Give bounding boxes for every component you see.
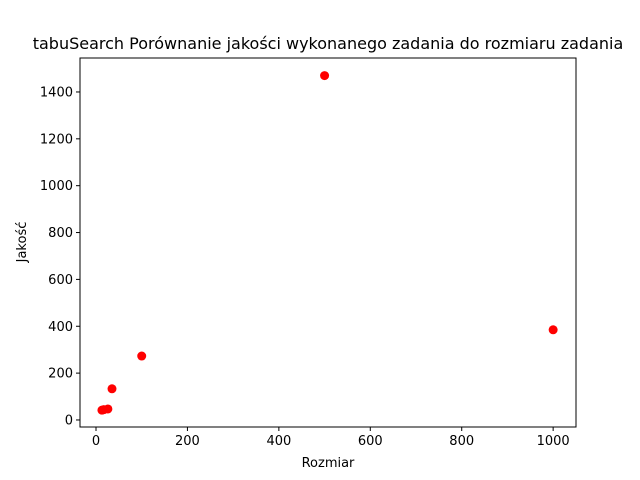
x-tick-label: 0 — [92, 434, 100, 449]
y-axis-ticks: 0 200 400 600 800 1000 1200 1400 — [40, 85, 80, 428]
y-tick-label: 1000 — [40, 179, 73, 194]
x-axis-label: Rozmiar — [302, 456, 355, 471]
x-tick-label: 400 — [266, 434, 291, 449]
y-tick-label: 200 — [48, 367, 73, 382]
y-tick-label: 800 — [48, 226, 73, 241]
y-tick-label: 0 — [65, 413, 73, 428]
x-tick-label: 1000 — [537, 434, 570, 449]
x-axis-ticks: 0 200 400 600 800 1000 — [92, 427, 570, 449]
plot-area-frame — [79, 57, 577, 428]
y-tick-label: 1200 — [40, 132, 73, 147]
y-tick-label: 600 — [48, 273, 73, 288]
y-tick-label: 1400 — [40, 85, 73, 100]
data-point — [320, 71, 330, 81]
x-tick-label: 600 — [358, 434, 383, 449]
data-point — [103, 404, 113, 414]
x-tick-label: 200 — [175, 434, 200, 449]
y-axis-label: Jakość — [15, 222, 30, 264]
y-tick-label: 400 — [48, 320, 73, 335]
data-point — [137, 351, 147, 361]
data-points — [97, 71, 558, 415]
x-tick-label: 800 — [449, 434, 474, 449]
data-point — [548, 325, 558, 335]
chart-title: tabuSearch Porównanie jakości wykonanego… — [33, 34, 624, 53]
data-point — [107, 384, 117, 394]
